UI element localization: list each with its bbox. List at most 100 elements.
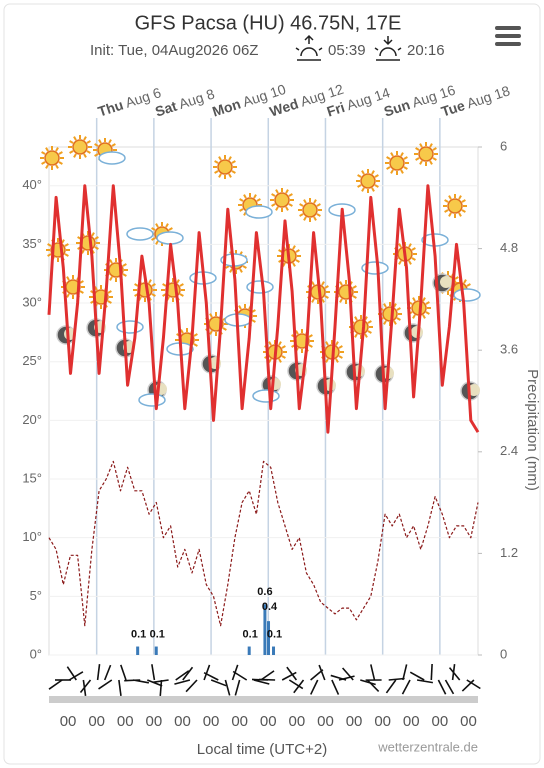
cloud-icon bbox=[138, 393, 166, 407]
sun-disc bbox=[447, 198, 463, 214]
wind-arrow bbox=[416, 679, 434, 684]
wind-arrow bbox=[203, 664, 211, 681]
cloud-shape bbox=[453, 288, 481, 302]
x-tick-label: 00 bbox=[317, 713, 334, 730]
sun-ray bbox=[94, 286, 98, 291]
sun-ray bbox=[371, 187, 375, 192]
sun-ray bbox=[461, 199, 466, 203]
wind-arrow bbox=[293, 679, 305, 694]
sun-ray bbox=[151, 283, 156, 287]
sun-ray bbox=[422, 297, 426, 302]
x-tick-label: 00 bbox=[174, 713, 191, 730]
sun-ray bbox=[81, 249, 85, 254]
y-tick-label: 40° bbox=[22, 177, 42, 192]
sun-ray bbox=[239, 208, 244, 212]
sun-ray bbox=[55, 147, 59, 152]
sun-ray bbox=[303, 199, 307, 204]
sun-ray bbox=[151, 237, 156, 241]
sun-ray bbox=[324, 295, 329, 299]
wind-arrow bbox=[234, 679, 241, 696]
sun-ray bbox=[109, 259, 113, 264]
sun-ray bbox=[425, 301, 430, 305]
sun-ray bbox=[58, 161, 63, 165]
sun-ray bbox=[73, 136, 77, 141]
sun-ray bbox=[278, 358, 282, 363]
sun-ray bbox=[225, 265, 230, 269]
sun-ray bbox=[122, 263, 127, 267]
y2-tick-label: 2.4 bbox=[500, 443, 518, 458]
sun-ray bbox=[107, 290, 112, 294]
sun-disc bbox=[389, 155, 405, 171]
sun-disc bbox=[44, 150, 60, 166]
sun-ray bbox=[239, 198, 244, 202]
sun-ray bbox=[325, 341, 329, 346]
sun-ray bbox=[321, 298, 325, 303]
sun-ray bbox=[242, 265, 247, 269]
precip-label: 0.4 bbox=[262, 601, 278, 613]
sun-ray bbox=[268, 341, 272, 346]
sun-ray bbox=[176, 279, 180, 284]
sun-ray bbox=[281, 345, 286, 349]
wind-arrow bbox=[96, 664, 101, 681]
sun-disc bbox=[418, 146, 434, 162]
cloud-icon bbox=[126, 227, 154, 241]
sun-ray bbox=[338, 355, 343, 359]
sunset-time: 20:16 bbox=[407, 42, 445, 59]
precip-bar bbox=[267, 621, 271, 655]
sun-ray bbox=[371, 170, 375, 175]
wind-arrow bbox=[385, 679, 397, 694]
sun-ray bbox=[398, 260, 402, 265]
sun-ray bbox=[412, 297, 416, 302]
sun-ray bbox=[393, 320, 397, 325]
sun-ray bbox=[398, 243, 402, 248]
sun-ray bbox=[193, 333, 198, 337]
sun-disc bbox=[382, 306, 398, 322]
sun-ray bbox=[425, 311, 430, 315]
sun-icon bbox=[385, 151, 409, 175]
menu-button[interactable] bbox=[495, 26, 521, 46]
sun-ray bbox=[316, 203, 321, 207]
precip-bar bbox=[272, 646, 276, 655]
sun-ray bbox=[408, 260, 412, 265]
sun-ray bbox=[94, 143, 99, 147]
sun-ray bbox=[292, 262, 296, 267]
wind-arrow bbox=[310, 679, 319, 695]
x-tick-label: 00 bbox=[403, 713, 420, 730]
moon-light bbox=[440, 276, 452, 288]
sun-ray bbox=[238, 305, 242, 310]
sun-ray bbox=[415, 157, 420, 161]
wind-arrow bbox=[461, 679, 475, 692]
sun-ray bbox=[339, 298, 343, 303]
y-tick-label: 30° bbox=[22, 294, 42, 309]
sun-ray bbox=[390, 152, 394, 157]
dewpoint-line bbox=[48, 460, 479, 627]
sun-ray bbox=[429, 160, 433, 165]
wind-arrow bbox=[159, 679, 163, 697]
sun-ray bbox=[98, 139, 102, 144]
sun-ray bbox=[83, 153, 87, 158]
cloud-icon bbox=[98, 151, 126, 165]
sun-ray bbox=[335, 341, 339, 346]
sun-ray bbox=[386, 156, 391, 160]
wind-arrow bbox=[253, 679, 270, 685]
sun-ray bbox=[268, 358, 272, 363]
wind-arrow bbox=[444, 679, 455, 695]
y2-axis-label: Precipitation (mm) bbox=[524, 369, 541, 491]
wind-arrow bbox=[259, 678, 276, 681]
sun-ray bbox=[466, 283, 471, 287]
sun-disc bbox=[353, 319, 369, 335]
sun-ray bbox=[357, 174, 362, 178]
precip-label: 0.1 bbox=[131, 628, 146, 640]
sun-ray bbox=[111, 143, 116, 147]
x-tick-label: 00 bbox=[374, 713, 391, 730]
sun-ray bbox=[222, 327, 227, 331]
sun-ray bbox=[352, 295, 357, 299]
wind-arrow bbox=[175, 670, 190, 681]
wind-arrow bbox=[430, 663, 433, 681]
source: wetterzentrale.de bbox=[377, 739, 478, 754]
sun-ray bbox=[361, 187, 365, 192]
sun-ray bbox=[313, 216, 317, 221]
y2-tick-label: 6 bbox=[500, 138, 507, 153]
y-tick-label: 0° bbox=[30, 646, 42, 661]
wind-arrow bbox=[448, 667, 461, 681]
